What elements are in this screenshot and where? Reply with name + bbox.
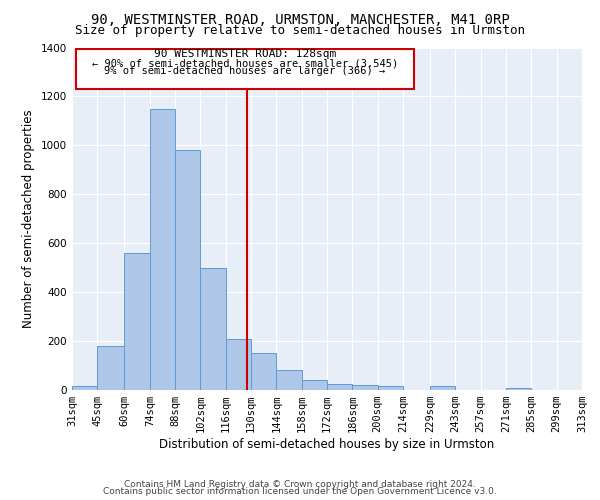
Bar: [97, 346, 124, 390]
Text: 90 WESTMINSTER ROAD: 128sqm: 90 WESTMINSTER ROAD: 128sqm: [154, 50, 336, 59]
Bar: [251, 354, 277, 390]
Text: Size of property relative to semi-detached houses in Urmston: Size of property relative to semi-detach…: [75, 24, 525, 37]
Text: Contains public sector information licensed under the Open Government Licence v3: Contains public sector information licen…: [103, 488, 497, 496]
Bar: [175, 150, 200, 390]
Bar: [277, 370, 302, 390]
Bar: [327, 384, 352, 390]
Bar: [72, 386, 97, 390]
Bar: [200, 268, 226, 390]
X-axis label: Distribution of semi-detached houses by size in Urmston: Distribution of semi-detached houses by …: [160, 438, 494, 451]
Bar: [506, 388, 532, 390]
Text: 90, WESTMINSTER ROAD, URMSTON, MANCHESTER, M41 0RP: 90, WESTMINSTER ROAD, URMSTON, MANCHESTE…: [91, 12, 509, 26]
Text: 9% of semi-detached houses are larger (366) →: 9% of semi-detached houses are larger (3…: [104, 66, 385, 76]
Text: Contains HM Land Registry data © Crown copyright and database right 2024.: Contains HM Land Registry data © Crown c…: [124, 480, 476, 489]
Y-axis label: Number of semi-detached properties: Number of semi-detached properties: [22, 110, 35, 328]
Bar: [352, 385, 377, 390]
FancyBboxPatch shape: [76, 48, 414, 89]
Bar: [302, 380, 327, 390]
Bar: [430, 386, 455, 390]
Bar: [150, 108, 175, 390]
Text: ← 90% of semi-detached houses are smaller (3,545): ← 90% of semi-detached houses are smalle…: [92, 58, 398, 68]
Bar: [377, 386, 403, 390]
Bar: [124, 253, 150, 390]
Bar: [226, 338, 251, 390]
